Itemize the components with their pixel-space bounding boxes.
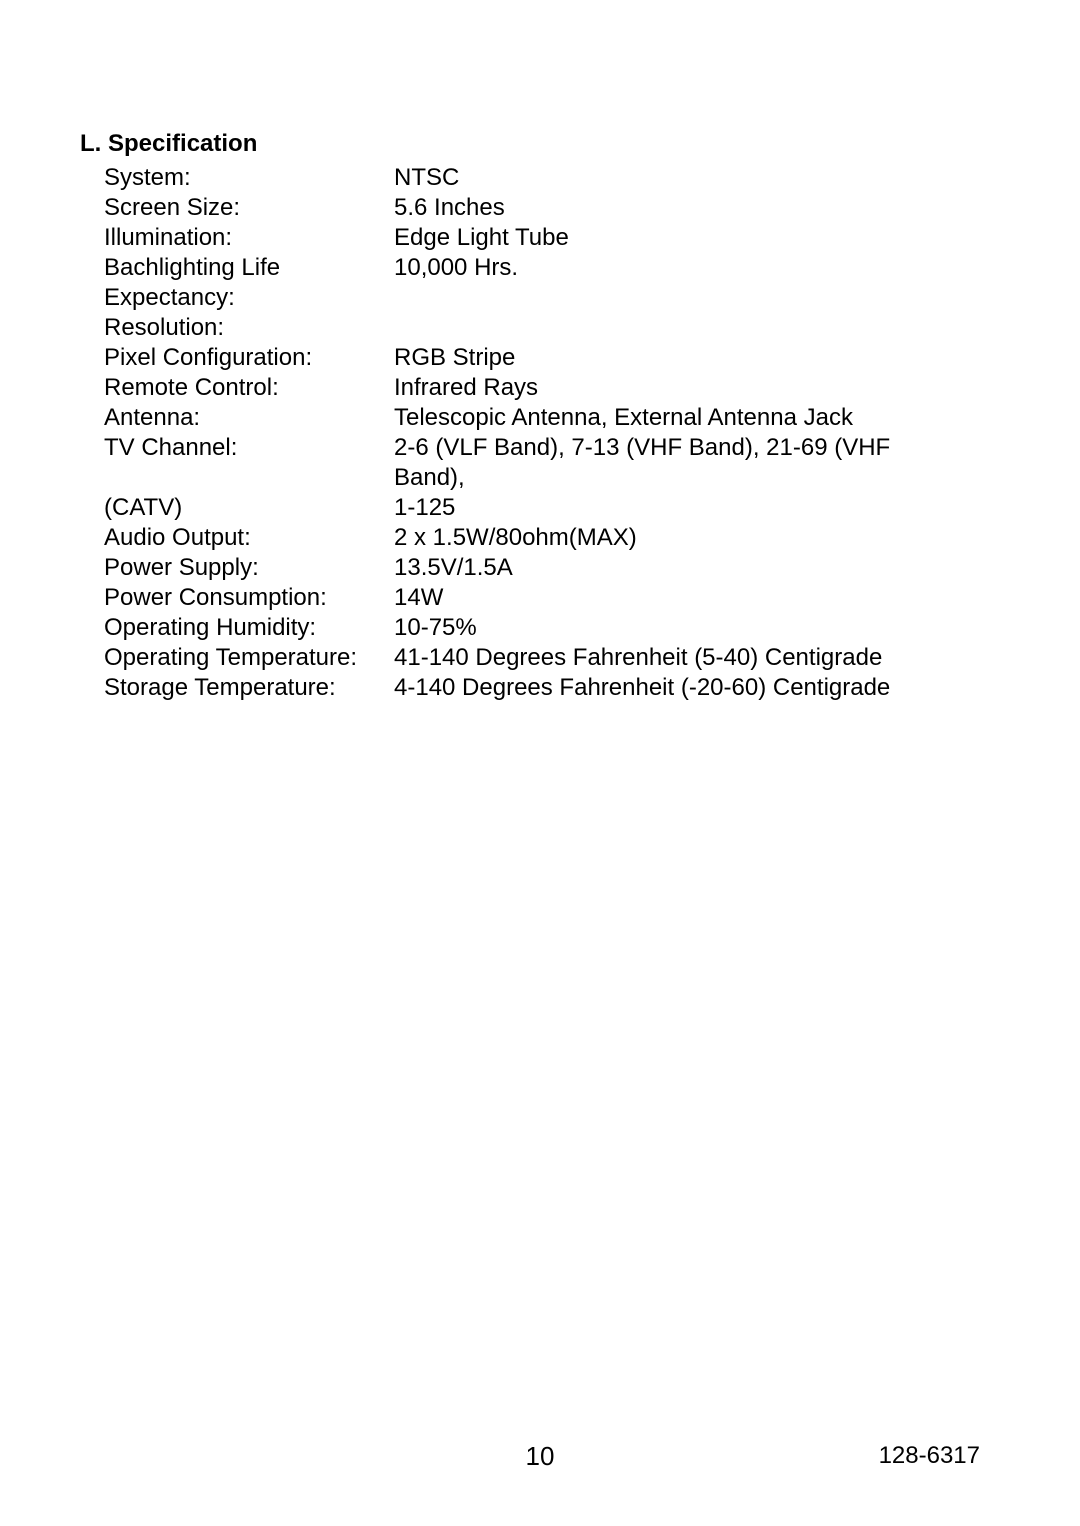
spec-value: 5.6 Inches xyxy=(394,193,1000,223)
spec-value: 2 x 1.5W/80ohm(MAX) xyxy=(394,523,1000,553)
spec-row: Remote Control: Infrared Rays xyxy=(104,373,1000,403)
spec-value: 10,000 Hrs. xyxy=(394,253,1000,313)
specification-list: System: NTSC Screen Size: 5.6 Inches Ill… xyxy=(80,163,1000,703)
spec-label: Operating Temperature: xyxy=(104,643,394,673)
document-number: 128-6317 xyxy=(879,1442,980,1470)
spec-row: Audio Output: 2 x 1.5W/80ohm(MAX) xyxy=(104,523,1000,553)
spec-label: Audio Output: xyxy=(104,523,394,553)
spec-label: Screen Size: xyxy=(104,193,394,223)
spec-label: System: xyxy=(104,163,394,193)
spec-row: Operating Humidity: 10-75% xyxy=(104,613,1000,643)
spec-label: Remote Control: xyxy=(104,373,394,403)
spec-label: Operating Humidity: xyxy=(104,613,394,643)
spec-row: Operating Temperature: 41-140 Degrees Fa… xyxy=(104,643,1000,673)
spec-label: Power Consumption: xyxy=(104,583,394,613)
spec-value: Telescopic Antenna, External Antenna Jac… xyxy=(394,403,1000,433)
spec-row: Screen Size: 5.6 Inches xyxy=(104,193,1000,223)
spec-label: Storage Temperature: xyxy=(104,673,394,703)
spec-row: Illumination: Edge Light Tube xyxy=(104,223,1000,253)
spec-value: 41-140 Degrees Fahrenheit (5-40) Centigr… xyxy=(394,643,1000,673)
spec-label: Bachlighting Life Expectancy: xyxy=(104,253,394,313)
spec-value: NTSC xyxy=(394,163,1000,193)
spec-value: 1-125 xyxy=(394,493,1000,523)
spec-value: Band), xyxy=(394,463,1000,493)
spec-value: 14W xyxy=(394,583,1000,613)
spec-value: Edge Light Tube xyxy=(394,223,1000,253)
spec-row: Band), xyxy=(104,463,1000,493)
spec-row: Bachlighting Life Expectancy: 10,000 Hrs… xyxy=(104,253,1000,313)
spec-label: Pixel Configuration: xyxy=(104,343,394,373)
spec-value: RGB Stripe xyxy=(394,343,1000,373)
spec-row: Antenna: Telescopic Antenna, External An… xyxy=(104,403,1000,433)
spec-row: Power Supply: 13.5V/1.5A xyxy=(104,553,1000,583)
spec-value: 4-140 Degrees Fahrenheit (-20-60) Centig… xyxy=(394,673,1000,703)
spec-row: System: NTSC xyxy=(104,163,1000,193)
spec-row: (CATV) 1-125 xyxy=(104,493,1000,523)
spec-label xyxy=(104,463,394,493)
spec-row: Pixel Configuration: RGB Stripe xyxy=(104,343,1000,373)
spec-label: Antenna: xyxy=(104,403,394,433)
spec-value: Infrared Rays xyxy=(394,373,1000,403)
spec-label: Power Supply: xyxy=(104,553,394,583)
spec-row: Resolution: xyxy=(104,313,1000,343)
spec-row: TV Channel: 2-6 (VLF Band), 7-13 (VHF Ba… xyxy=(104,433,1000,463)
spec-label: TV Channel: xyxy=(104,433,394,463)
spec-value xyxy=(394,313,1000,343)
spec-label: (CATV) xyxy=(104,493,394,523)
spec-value: 13.5V/1.5A xyxy=(394,553,1000,583)
spec-value: 2-6 (VLF Band), 7-13 (VHF Band), 21-69 (… xyxy=(394,433,1000,463)
section-heading: L. Specification xyxy=(80,130,1000,158)
spec-label: Resolution: xyxy=(104,313,394,343)
spec-row: Storage Temperature: 4-140 Degrees Fahre… xyxy=(104,673,1000,703)
spec-row: Power Consumption: 14W xyxy=(104,583,1000,613)
spec-value: 10-75% xyxy=(394,613,1000,643)
spec-label: Illumination: xyxy=(104,223,394,253)
page-number: 10 xyxy=(526,1441,555,1472)
